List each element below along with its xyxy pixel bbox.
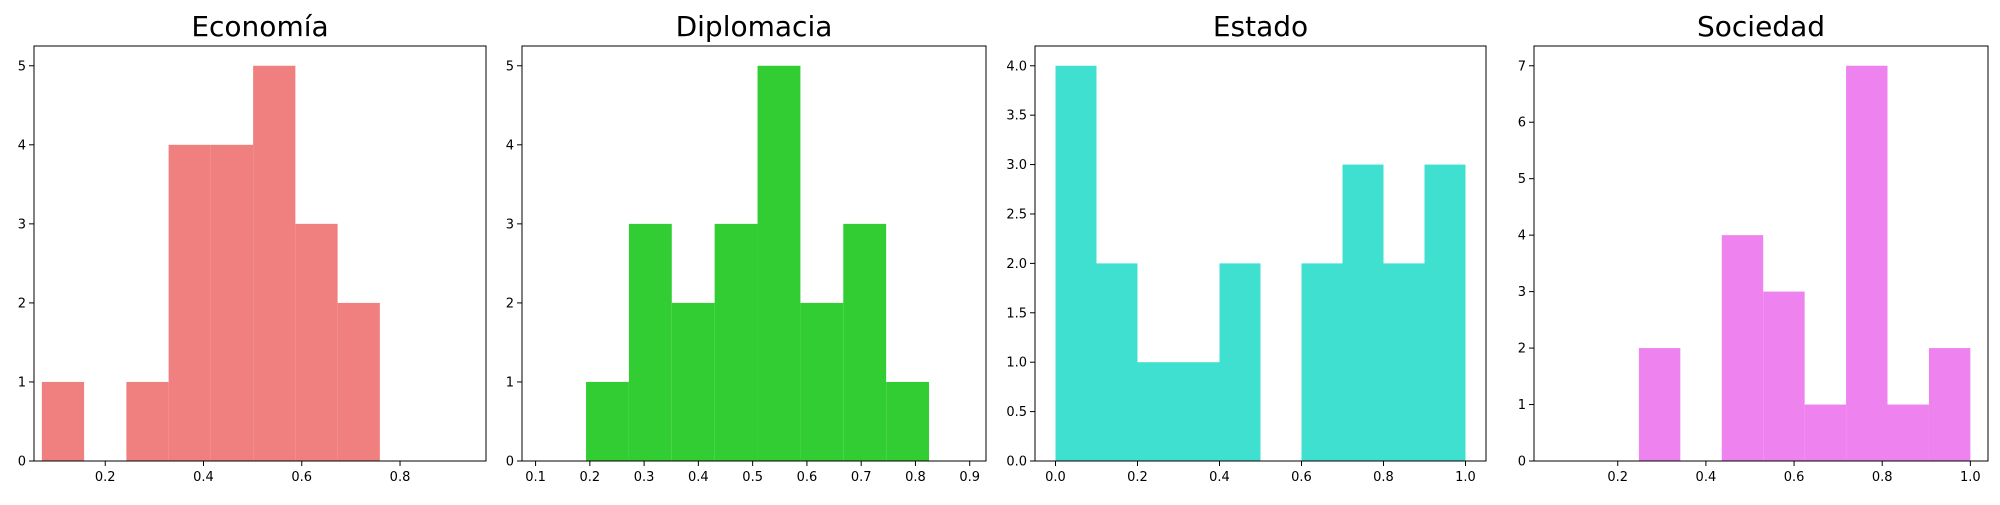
x-tick-label: 0.4 bbox=[688, 470, 709, 485]
chart-panel: 0.2 0.4 0.6 0.8 0 1 2 3 4 5 Economía bbox=[18, 10, 487, 485]
histogram-bar bbox=[1342, 164, 1384, 461]
x-tick-label: 0.2 bbox=[579, 470, 600, 485]
y-tick-label: 3.0 bbox=[1006, 158, 1027, 173]
chart-panel: 0.0 0.2 0.4 0.6 0.8 1.0 0.0 0.5 1.0 1.5 2.0 2.5 3.0 3… bbox=[1006, 10, 1487, 485]
x-tick-label: 0.8 bbox=[905, 470, 926, 485]
histogram-bar bbox=[1887, 404, 1929, 461]
x-tick-label: 0.4 bbox=[1696, 470, 1717, 485]
histogram-bar bbox=[337, 302, 380, 461]
chart-title: Estado bbox=[1213, 10, 1308, 43]
x-tick-label: 0.6 bbox=[797, 470, 818, 485]
x-tick-label: 0.8 bbox=[1872, 470, 1893, 485]
x-tick-label: 0.7 bbox=[851, 470, 872, 485]
histogram-bar bbox=[757, 65, 801, 461]
axes-frame bbox=[1034, 45, 1487, 462]
y-tick-label: 3 bbox=[18, 217, 26, 232]
histogram-bar bbox=[1383, 263, 1425, 461]
histogram-bar bbox=[168, 144, 211, 461]
y-tick-label: 1.0 bbox=[1006, 356, 1027, 371]
histogram-bar bbox=[1638, 348, 1681, 461]
y-tick-label: 1 bbox=[18, 375, 26, 390]
histogram-bar bbox=[586, 381, 629, 461]
histogram-bar bbox=[1721, 235, 1764, 461]
y-tick-label: 3 bbox=[1518, 285, 1526, 300]
x-tick-label: 0.8 bbox=[390, 470, 411, 485]
y-tick-label: 1.5 bbox=[1006, 306, 1027, 321]
y-tick-label: 4 bbox=[1518, 229, 1526, 244]
histogram-bar bbox=[1096, 263, 1138, 461]
histogram-bar bbox=[1219, 263, 1261, 461]
y-tick-label: 4 bbox=[506, 138, 514, 153]
axes-frame bbox=[33, 45, 487, 462]
y-tick-label: 2 bbox=[506, 296, 514, 311]
y-tick-label: 2.0 bbox=[1006, 257, 1027, 272]
histogram-bar bbox=[628, 223, 672, 461]
histogram-bar bbox=[1846, 65, 1888, 461]
histogram-bar bbox=[843, 223, 887, 461]
histogram-bar bbox=[41, 381, 85, 461]
y-tick-label: 3 bbox=[506, 217, 514, 232]
histogram-bar bbox=[1763, 291, 1805, 461]
x-tick-label: 0.2 bbox=[1127, 470, 1148, 485]
histogram-bar bbox=[671, 302, 715, 461]
y-tick-label: 4 bbox=[18, 138, 26, 153]
y-tick-label: 4.0 bbox=[1006, 59, 1027, 74]
y-tick-label: 7 bbox=[1518, 59, 1526, 74]
axes-frame bbox=[521, 45, 987, 462]
histogram-bar bbox=[800, 302, 844, 461]
y-tick-label: 5 bbox=[18, 59, 26, 74]
y-tick-label: 3.5 bbox=[1006, 109, 1027, 124]
histogram-bar bbox=[1804, 404, 1847, 461]
histogram-bar bbox=[1424, 164, 1466, 461]
histogram-bar bbox=[253, 65, 296, 461]
histogram-bar bbox=[1137, 362, 1179, 461]
chart-title: Diplomacia bbox=[676, 10, 833, 43]
chart-title: Sociedad bbox=[1697, 10, 1825, 43]
y-tick-label: 5 bbox=[506, 59, 514, 74]
x-tick-label: 0.9 bbox=[959, 470, 980, 485]
histogram-bar bbox=[1178, 362, 1220, 461]
y-tick-label: 0.5 bbox=[1006, 405, 1027, 420]
y-tick-label: 2 bbox=[1518, 342, 1526, 357]
y-tick-label: 0 bbox=[506, 455, 514, 470]
y-tick-label: 2.5 bbox=[1006, 207, 1027, 222]
x-tick-label: 0.8 bbox=[1373, 470, 1394, 485]
x-tick-label: 0.6 bbox=[291, 470, 312, 485]
y-tick-label: 2 bbox=[18, 296, 26, 311]
histogram-bar bbox=[714, 223, 758, 461]
y-tick-label: 5 bbox=[1518, 172, 1526, 187]
histogram-bar bbox=[126, 381, 169, 461]
chart-panel: 0.2 0.4 0.6 0.8 1.0 0 1 2 3 4 5 6 7 Sociedad bbox=[1518, 10, 1989, 485]
histogram-bar bbox=[1055, 65, 1097, 461]
axes-frame bbox=[1533, 45, 1989, 462]
histogram-bar bbox=[295, 223, 338, 461]
x-tick-label: 0.2 bbox=[95, 470, 116, 485]
x-tick-label: 0.4 bbox=[193, 470, 214, 485]
x-tick-label: 0.6 bbox=[1291, 470, 1312, 485]
y-tick-label: 0.0 bbox=[1006, 455, 1027, 470]
chart-panel: 0.1 0.2 0.3 0.4 0.5 0.6 0.7 0.8 0.9 0 1 2 3 4 5 Diploma… bbox=[506, 10, 987, 485]
x-tick-label: 0.3 bbox=[634, 470, 655, 485]
histogram-bar bbox=[886, 381, 930, 461]
histogram-bar bbox=[1928, 348, 1971, 461]
x-tick-label: 0.4 bbox=[1209, 470, 1230, 485]
y-tick-label: 1 bbox=[1518, 398, 1526, 413]
x-tick-label: 0.5 bbox=[742, 470, 763, 485]
x-tick-label: 0.0 bbox=[1045, 470, 1066, 485]
x-tick-label: 0.1 bbox=[525, 470, 546, 485]
y-tick-label: 6 bbox=[1518, 116, 1526, 131]
x-tick-label: 0.2 bbox=[1607, 470, 1628, 485]
y-tick-label: 1 bbox=[506, 375, 514, 390]
x-tick-label: 0.6 bbox=[1784, 470, 1805, 485]
y-tick-label: 0 bbox=[1518, 455, 1526, 470]
x-tick-label: 1.0 bbox=[1455, 470, 1476, 485]
chart-title: Economía bbox=[191, 10, 328, 43]
x-tick-label: 1.0 bbox=[1960, 470, 1981, 485]
histogram-bar bbox=[1301, 263, 1343, 461]
y-tick-label: 0 bbox=[18, 455, 26, 470]
histogram-bar bbox=[210, 144, 254, 461]
